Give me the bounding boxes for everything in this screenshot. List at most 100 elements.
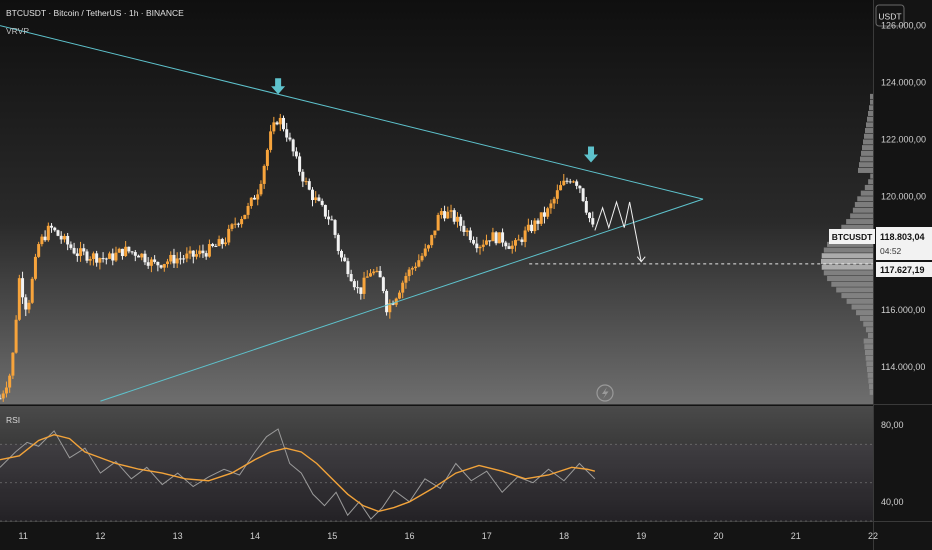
volume-bar xyxy=(827,275,873,282)
volume-bar xyxy=(821,258,873,264)
volume-bar xyxy=(859,162,873,168)
candle-bear xyxy=(536,220,540,224)
candle-bull xyxy=(513,240,517,246)
candle-bull xyxy=(484,240,488,245)
currency-label: USDT xyxy=(878,12,901,22)
arrow-down-icon xyxy=(271,78,286,95)
volume-bar xyxy=(869,105,873,111)
candle-bear xyxy=(459,216,463,226)
volume-bar xyxy=(870,173,873,179)
candle-bull xyxy=(40,236,44,245)
candle-bull xyxy=(481,244,485,247)
candle-bear xyxy=(127,246,131,252)
candle-bear xyxy=(159,265,163,268)
candle-bull xyxy=(372,271,376,274)
vrvp-label[interactable]: VRVP xyxy=(6,26,29,36)
candle-countdown: 04:52 xyxy=(880,246,902,256)
volume-bar xyxy=(863,139,873,145)
candle-bull xyxy=(404,276,408,283)
time-axis[interactable]: 11 12 13 14 15 16 17 18 19 20 21 22 xyxy=(19,531,879,541)
volume-bar xyxy=(854,202,873,208)
candle-bear xyxy=(472,240,476,244)
currency-button[interactable] xyxy=(875,4,905,27)
time-axis-label: 20 xyxy=(713,531,723,541)
candle-bull xyxy=(555,190,559,199)
candle-bull xyxy=(227,228,231,243)
candle-bear xyxy=(443,211,447,219)
volume-bar xyxy=(868,179,873,185)
candle-bear xyxy=(336,234,340,251)
candle-bear xyxy=(317,197,321,201)
candle-bull xyxy=(79,248,83,256)
candle-bear xyxy=(53,227,57,231)
candle-bull xyxy=(478,246,482,249)
candle-bull xyxy=(249,197,253,206)
candle-bear xyxy=(581,188,585,202)
candle-bull xyxy=(571,181,575,183)
volume-bar xyxy=(831,281,873,287)
time-axis-label: 14 xyxy=(250,531,260,541)
volume-bar xyxy=(870,99,873,105)
volume-bar xyxy=(827,241,873,247)
candle-bull xyxy=(195,254,199,257)
candle-bear xyxy=(130,251,134,253)
volume-bar xyxy=(865,349,873,356)
rsi-label[interactable]: RSI xyxy=(6,415,20,425)
candle-bear xyxy=(82,248,86,252)
rsi-axis[interactable]: 80,00 40,00 xyxy=(881,420,904,507)
candle-bull xyxy=(175,258,179,264)
candle-bull xyxy=(269,131,273,150)
candle-bear xyxy=(191,250,195,257)
candle-bear xyxy=(104,258,108,260)
candle-bull xyxy=(4,387,8,394)
volume-bar xyxy=(866,122,873,128)
time-axis-label: 21 xyxy=(791,531,801,541)
price-axis[interactable]: 126.000,00 124.000,00 122.000,00 120.000,00… xyxy=(881,21,926,372)
candle-bull xyxy=(388,302,392,313)
candle-bear xyxy=(285,129,289,138)
candle-bull xyxy=(439,211,443,215)
candle-bull xyxy=(375,270,379,272)
volume-bar xyxy=(864,344,873,350)
candle-bull xyxy=(124,246,128,257)
candle-bear xyxy=(568,181,572,183)
candle-bull xyxy=(166,261,170,265)
candle-bull xyxy=(30,278,34,303)
volume-bar xyxy=(869,384,873,390)
volume-bar xyxy=(852,207,873,213)
time-axis-label: 18 xyxy=(559,531,569,541)
candle-bull xyxy=(108,253,112,259)
candle-bull xyxy=(533,220,537,232)
candle-bull xyxy=(546,208,550,217)
candle-bull xyxy=(243,214,247,220)
candle-bull xyxy=(562,180,566,186)
price-pane[interactable] xyxy=(0,0,873,404)
price-axis-label: 114.000,00 xyxy=(881,362,925,372)
candle-bear xyxy=(75,253,79,256)
rsi-pane[interactable] xyxy=(0,406,873,521)
time-axis-label: 22 xyxy=(868,531,878,541)
time-axis-label: 19 xyxy=(636,531,646,541)
candle-bear xyxy=(346,261,350,275)
candle-bear xyxy=(211,244,215,247)
candle-bear xyxy=(294,151,298,157)
candle-bull xyxy=(559,185,563,191)
candle-bull xyxy=(8,375,12,388)
candle-bear xyxy=(339,250,343,258)
volume-bar xyxy=(863,338,873,344)
volume-bar xyxy=(846,298,873,304)
candle-bear xyxy=(530,224,534,232)
candle-bear xyxy=(143,253,147,263)
candle-bear xyxy=(330,219,334,221)
lightning-icon[interactable] xyxy=(596,384,614,402)
trendline-upper xyxy=(0,25,704,200)
volume-bar xyxy=(821,264,873,270)
candle-bear xyxy=(282,117,286,130)
candle-bear xyxy=(452,210,456,222)
candle-bull xyxy=(230,224,234,229)
price-axis-label: 122.000,00 xyxy=(881,134,926,144)
candle-bear xyxy=(327,216,331,220)
candle-bear xyxy=(565,180,569,182)
candle-bear xyxy=(66,235,70,245)
